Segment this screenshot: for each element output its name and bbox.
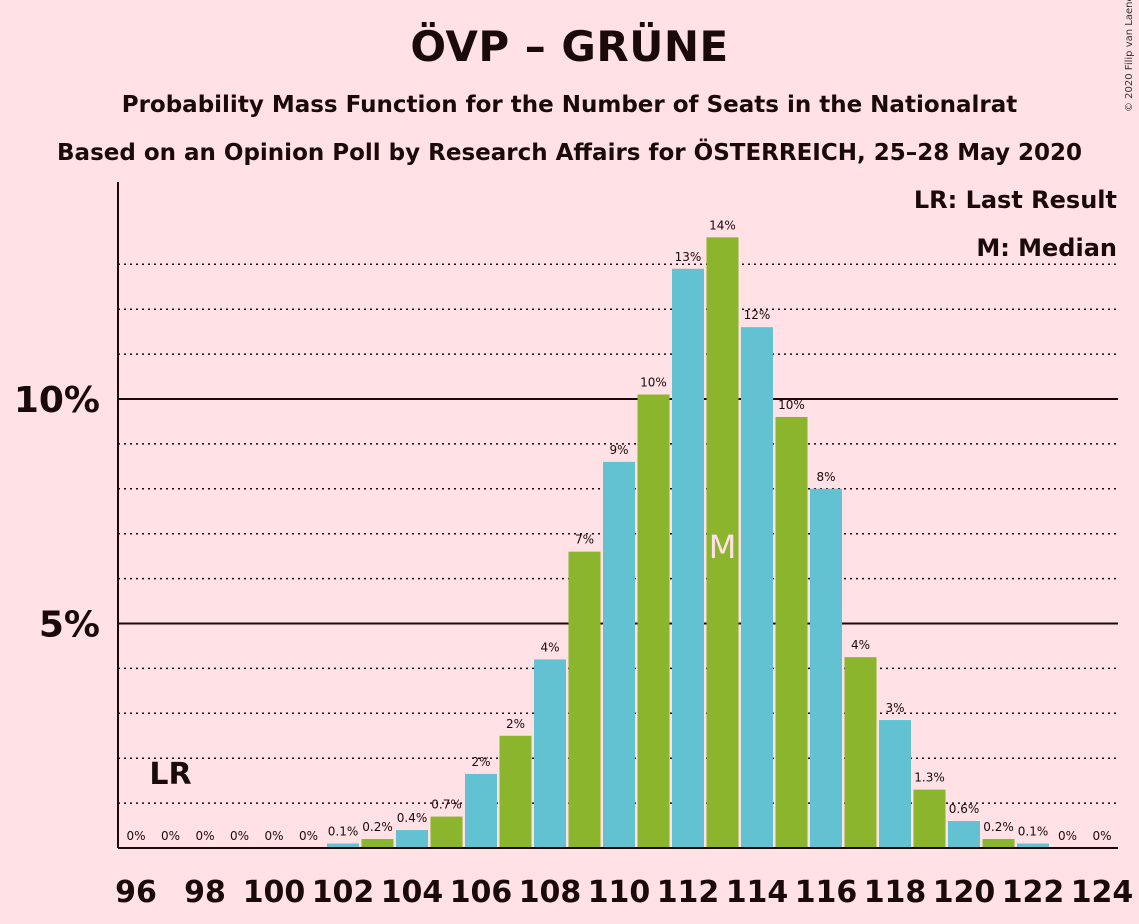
x-tick-label: 104 bbox=[381, 875, 444, 910]
x-tick-label: 96 bbox=[115, 875, 157, 910]
bar-106 bbox=[465, 773, 497, 848]
bar-122 bbox=[1017, 843, 1049, 848]
bar-label-99: 0% bbox=[230, 829, 249, 843]
x-tick-label: 122 bbox=[1002, 875, 1065, 910]
chart-subtitle: Probability Mass Function for the Number… bbox=[121, 92, 1018, 118]
bar-label-106: 2% bbox=[471, 755, 490, 769]
bar-label-116: 8% bbox=[816, 470, 835, 484]
bar-label-109: 7% bbox=[575, 533, 594, 547]
x-tick-label: 100 bbox=[243, 875, 306, 910]
bar-102 bbox=[327, 843, 359, 848]
bar-109 bbox=[568, 551, 601, 848]
bar-label-105: 0.7% bbox=[431, 798, 462, 812]
bar-label-97: 0% bbox=[161, 829, 180, 843]
x-tick-label: 108 bbox=[519, 875, 582, 910]
bar-119 bbox=[913, 789, 946, 848]
markers: LR M bbox=[149, 528, 736, 792]
bar-label-115: 10% bbox=[778, 398, 805, 412]
bar-116 bbox=[810, 488, 842, 848]
chart-title: ÖVP – GRÜNE bbox=[410, 22, 729, 71]
bar-label-113: 14% bbox=[709, 218, 736, 232]
bar-label-114: 12% bbox=[744, 308, 771, 322]
bar-105 bbox=[430, 816, 463, 848]
x-tick-label: 114 bbox=[726, 875, 789, 910]
bar-120 bbox=[948, 821, 980, 848]
bar-104 bbox=[396, 830, 428, 848]
bar-label-98: 0% bbox=[195, 829, 214, 843]
bar-label-111: 10% bbox=[640, 376, 667, 390]
x-tick-label: 118 bbox=[864, 875, 927, 910]
bar-label-112: 13% bbox=[675, 250, 702, 264]
bar-label-102: 0.1% bbox=[328, 825, 359, 839]
bar-label-104: 0.4% bbox=[397, 811, 428, 825]
bar-label-123: 0% bbox=[1058, 829, 1077, 843]
legend-median: M: Median bbox=[976, 234, 1117, 262]
legend-last-result: LR: Last Result bbox=[913, 186, 1117, 214]
bar-label-119: 1.3% bbox=[914, 771, 945, 785]
bar-label-118: 3% bbox=[885, 701, 904, 715]
x-tick-label: 102 bbox=[312, 875, 375, 910]
bar-label-124: 0% bbox=[1092, 829, 1111, 843]
bar-113 bbox=[706, 237, 739, 849]
bar-label-110: 9% bbox=[609, 443, 628, 457]
x-tick-label: 116 bbox=[795, 875, 858, 910]
bar-label-103: 0.2% bbox=[362, 820, 393, 834]
chart-subtitle-poll: Based on an Opinion Poll by Research Aff… bbox=[57, 140, 1082, 166]
bar-118 bbox=[879, 720, 911, 848]
bar-110 bbox=[603, 461, 635, 848]
x-tick-label: 106 bbox=[450, 875, 513, 910]
bar-114 bbox=[741, 327, 773, 848]
y-tick-label: 5% bbox=[39, 605, 100, 646]
bar-112 bbox=[672, 268, 704, 848]
bar-label-101: 0% bbox=[299, 829, 318, 843]
bar-label-120: 0.6% bbox=[949, 802, 980, 816]
bar-107 bbox=[499, 735, 532, 848]
x-tick-label: 124 bbox=[1071, 875, 1134, 910]
bar-121 bbox=[982, 839, 1015, 848]
last-result-marker: LR bbox=[149, 757, 191, 792]
bar-label-108: 4% bbox=[540, 640, 559, 654]
x-tick-label: 112 bbox=[657, 875, 720, 910]
bar-label-122: 0.1% bbox=[1018, 825, 1049, 839]
bar-111 bbox=[637, 394, 670, 848]
bar-108 bbox=[534, 659, 566, 848]
x-tick-label: 110 bbox=[588, 875, 651, 910]
x-tick-label: 98 bbox=[184, 875, 226, 910]
bar-label-96: 0% bbox=[126, 829, 145, 843]
bar-label-107: 2% bbox=[506, 717, 525, 731]
bar-117 bbox=[844, 657, 877, 848]
bar-115 bbox=[775, 416, 808, 848]
bar-label-121: 0.2% bbox=[983, 820, 1014, 834]
y-tick-labels: 5% 10% bbox=[14, 380, 100, 646]
bar-value-labels: 0% 0% 0% 0% 0% 0% 0.1% 0.2%0.4%0.7%2%2%4%7%9%10… bbox=[126, 218, 1111, 843]
x-tick-labels: 96 98 100 102 104 106 108 110 112 114 116 118 120 122… bbox=[115, 875, 1133, 910]
bar-label-100: 0% bbox=[264, 829, 283, 843]
bar-103 bbox=[361, 839, 394, 848]
x-tick-label: 120 bbox=[933, 875, 996, 910]
bar-series bbox=[327, 237, 1049, 849]
median-marker: M bbox=[709, 528, 737, 566]
bar-label-117: 4% bbox=[851, 638, 870, 652]
y-tick-label: 10% bbox=[14, 380, 100, 421]
axes bbox=[117, 182, 1118, 849]
